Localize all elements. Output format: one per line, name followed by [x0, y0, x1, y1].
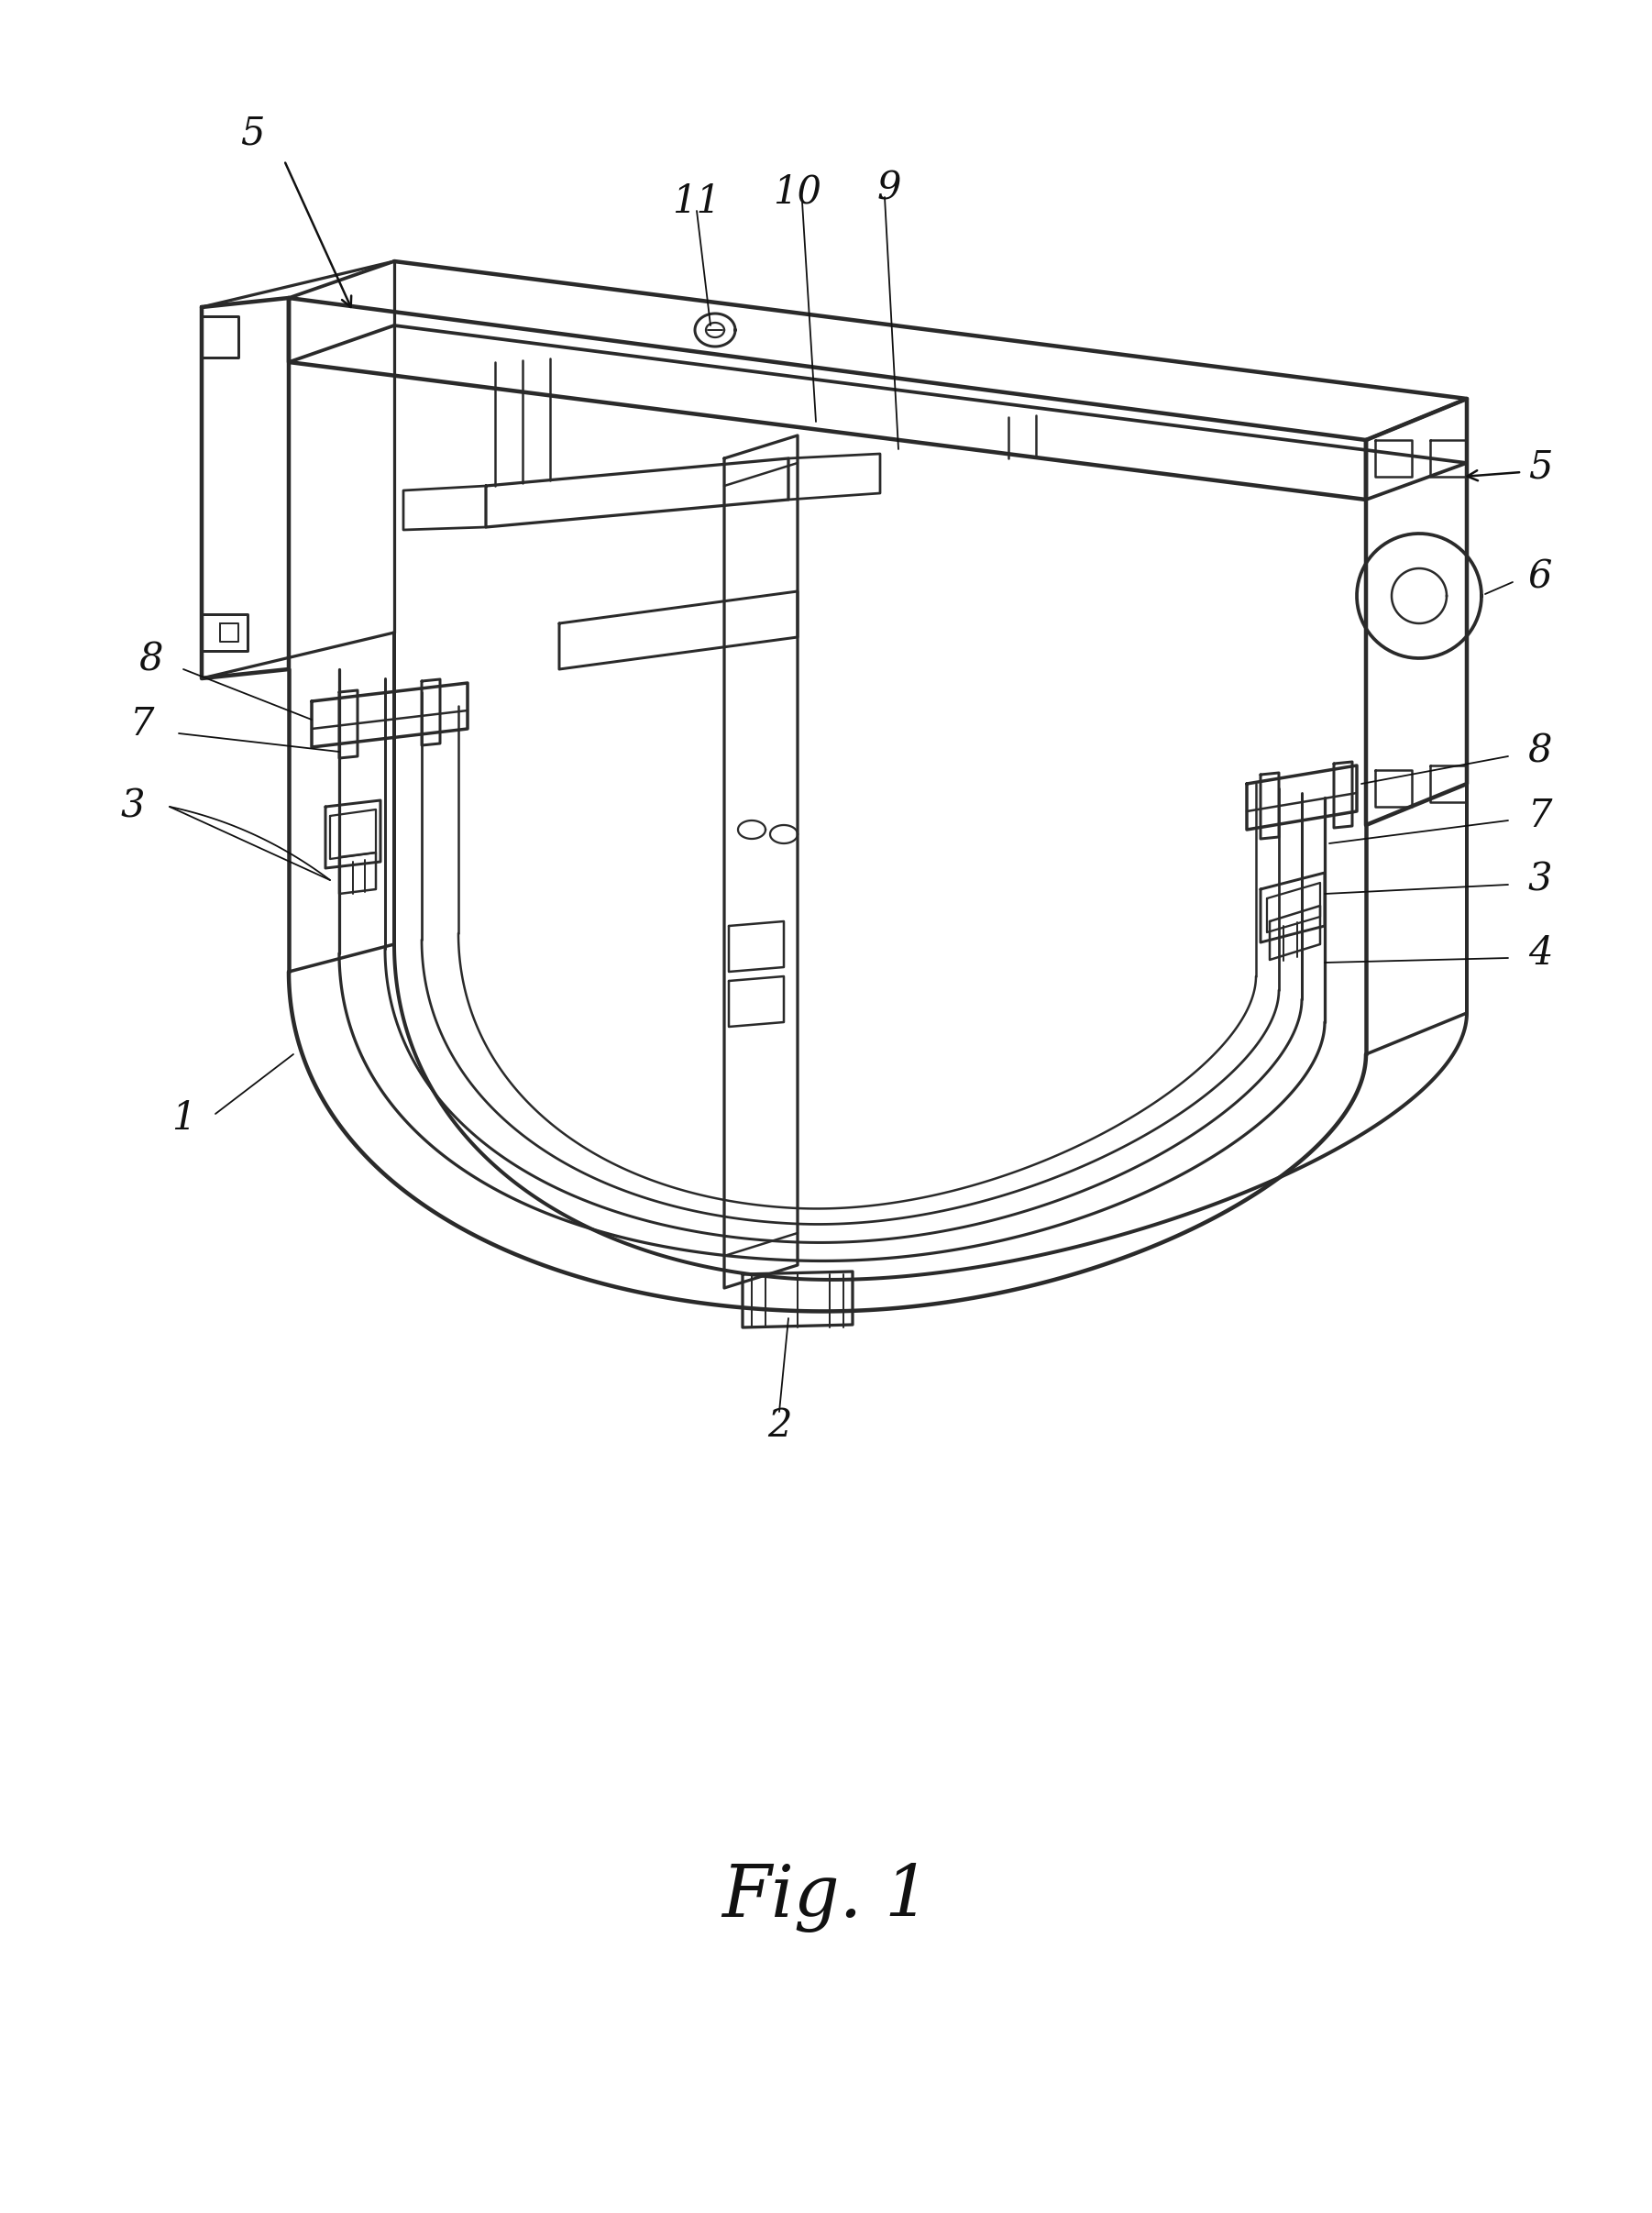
Text: 6: 6	[1528, 558, 1553, 598]
Text: 8: 8	[139, 642, 164, 679]
Text: 5: 5	[1528, 449, 1553, 487]
Text: 3: 3	[121, 788, 145, 825]
Text: Fig. 1: Fig. 1	[722, 1863, 930, 1932]
Text: 7: 7	[1528, 797, 1553, 834]
Text: 3: 3	[1528, 861, 1553, 898]
Text: 4: 4	[1528, 934, 1553, 974]
Text: 5: 5	[240, 113, 264, 153]
Text: 9: 9	[877, 168, 902, 208]
Text: 8: 8	[1528, 733, 1553, 770]
Text: 1: 1	[172, 1100, 195, 1137]
Text: 10: 10	[773, 173, 823, 212]
Text: 7: 7	[131, 706, 154, 744]
Text: 2: 2	[767, 1405, 791, 1445]
Text: 11: 11	[672, 181, 720, 221]
